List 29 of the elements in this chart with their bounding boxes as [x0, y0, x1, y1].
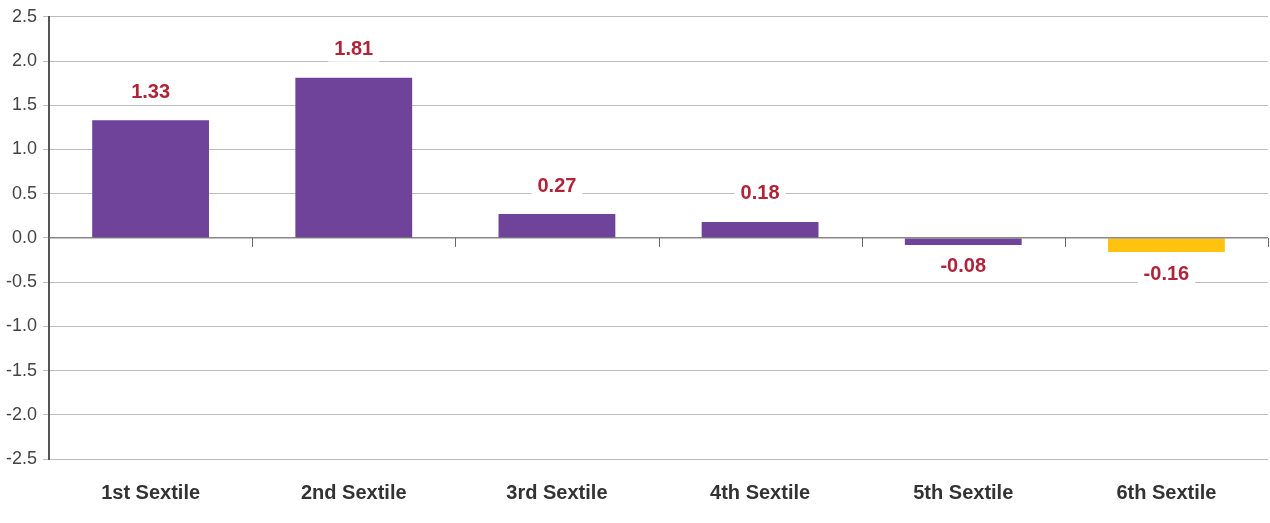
- bar: [498, 214, 616, 238]
- y-tick-label: -1.0: [5, 315, 38, 336]
- y-tick-label: -0.5: [5, 271, 38, 292]
- y-tick-label: 0.5: [11, 182, 38, 203]
- x-tick-label: 5th Sextile: [913, 480, 1014, 503]
- bar: [904, 238, 1022, 245]
- data-label: 0.18: [740, 181, 780, 204]
- y-tick-label: -2.5: [5, 447, 38, 468]
- x-tick-label: 1st Sextile: [101, 480, 201, 503]
- y-tick-label: -1.5: [5, 359, 38, 380]
- y-tick-label: -2.0: [5, 403, 38, 424]
- x-tick-label: 3rd Sextile: [506, 480, 608, 503]
- bar: [92, 120, 210, 238]
- data-label: 0.27: [537, 173, 577, 196]
- bar: [701, 221, 819, 238]
- data-label: -0.08: [940, 254, 987, 277]
- y-tick-label: 1.5: [11, 94, 38, 115]
- y-tick-label: 1.0: [11, 138, 38, 159]
- data-label: -0.16: [1143, 261, 1190, 284]
- x-tick-label: 2nd Sextile: [300, 480, 407, 503]
- bar: [295, 77, 413, 238]
- x-tick-label: 6th Sextile: [1116, 480, 1217, 503]
- bar: [1108, 238, 1225, 253]
- y-tick-label: 2.5: [11, 5, 38, 26]
- y-tick-label: 0.0: [11, 226, 38, 247]
- data-label: 1.81: [334, 37, 374, 60]
- y-tick-label: 2.0: [11, 49, 38, 70]
- x-tick-label: 4th Sextile: [710, 480, 811, 503]
- data-label: 1.33: [131, 79, 171, 102]
